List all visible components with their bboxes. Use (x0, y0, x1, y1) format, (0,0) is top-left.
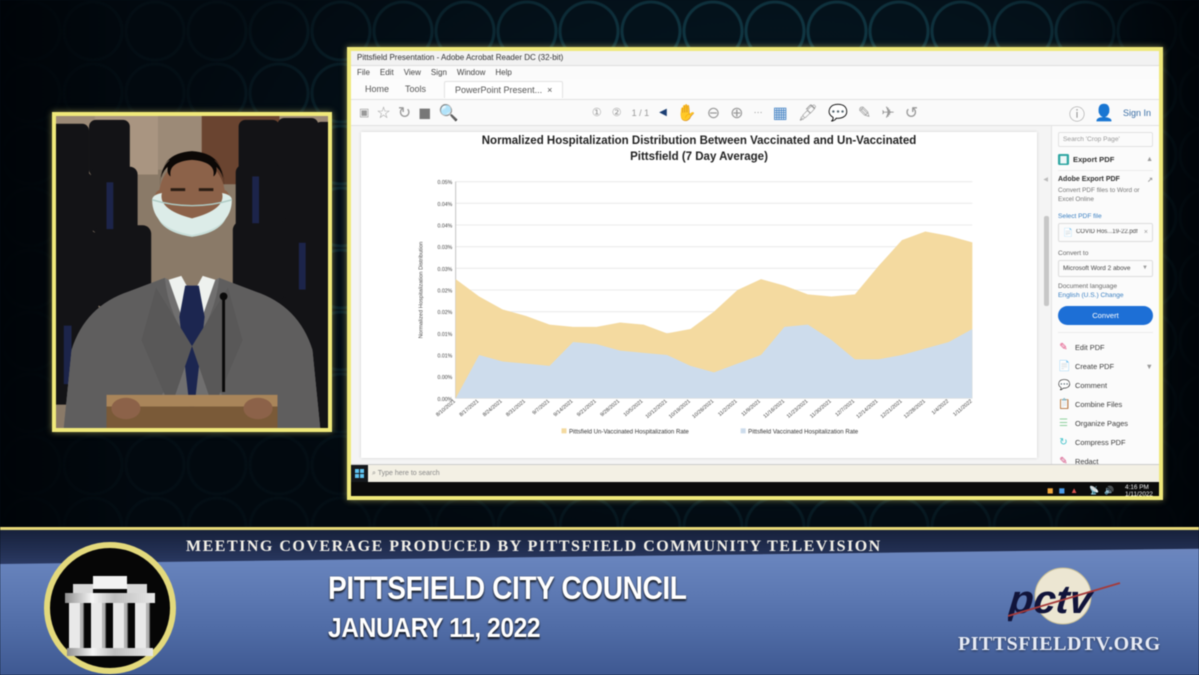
svg-text:10/12/2021: 10/12/2021 (645, 399, 669, 421)
svg-text:Normalized Hospitalization Dis: Normalized Hospitalization Distribution (418, 242, 424, 339)
svg-text:11/23/2021: 11/23/2021 (786, 399, 810, 420)
svg-text:0.04%: 0.04% (437, 224, 452, 230)
svg-text:12/21/2021: 12/21/2021 (880, 399, 904, 421)
svg-text:9/7/2021: 9/7/2021 (532, 399, 552, 417)
svg-text:8/17/2021: 8/17/2021 (459, 399, 481, 419)
svg-text:12/7/2021: 12/7/2021 (834, 399, 856, 419)
svg-text:1/11/2022: 1/11/2022 (952, 399, 974, 418)
svg-text:10/5/2021: 10/5/2021 (623, 399, 645, 419)
svg-text:0.04%: 0.04% (437, 202, 452, 208)
svg-text:11/30/2021: 11/30/2021 (809, 399, 833, 420)
svg-text:11/2/2021: 11/2/2021 (717, 399, 739, 418)
svg-text:9/21/2021: 9/21/2021 (576, 399, 598, 419)
svg-text:0.02%: 0.02% (437, 310, 452, 316)
svg-text:0.03%: 0.03% (437, 245, 452, 251)
svg-text:11/16/2021: 11/16/2021 (762, 399, 786, 420)
svg-text:8/31/2021: 8/31/2021 (505, 399, 527, 419)
svg-text:8/24/2021: 8/24/2021 (482, 399, 504, 419)
svg-text:9/14/2021: 9/14/2021 (553, 399, 575, 419)
svg-text:Pittsfield Un-Vaccinated Hospi: Pittsfield Un-Vaccinated Hospitalization… (569, 428, 689, 435)
svg-text:12/14/2021: 12/14/2021 (855, 399, 879, 421)
svg-text:10/26/2021: 10/26/2021 (691, 399, 715, 421)
svg-text:0.03%: 0.03% (437, 267, 452, 273)
svg-text:0.00%: 0.00% (437, 375, 452, 381)
svg-text:Pittsfield Vaccinated Hospital: Pittsfield Vaccinated Hospitalization Ra… (748, 428, 859, 435)
svg-text:0.02%: 0.02% (437, 289, 452, 295)
svg-text:0.01%: 0.01% (437, 332, 452, 338)
svg-text:1/4/2022: 1/4/2022 (931, 399, 951, 417)
svg-text:0.01%: 0.01% (437, 354, 452, 360)
svg-text:10/19/2021: 10/19/2021 (668, 399, 692, 421)
svg-text:11/9/2021: 11/9/2021 (741, 399, 763, 418)
svg-text:0.05%: 0.05% (437, 180, 452, 186)
svg-text:12/28/2021: 12/28/2021 (903, 399, 927, 421)
svg-text:9/28/2021: 9/28/2021 (599, 399, 621, 419)
svg-text:pctv: pctv (1008, 578, 1097, 622)
